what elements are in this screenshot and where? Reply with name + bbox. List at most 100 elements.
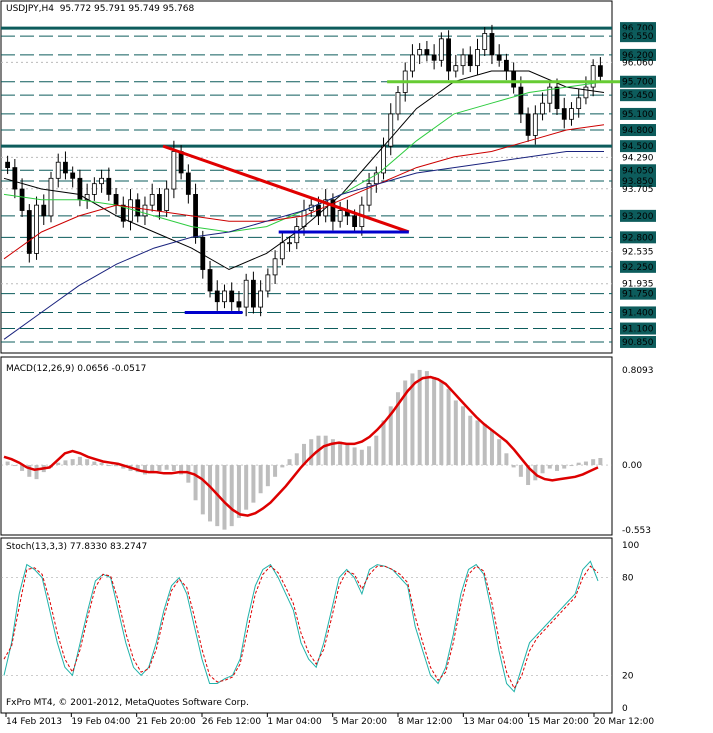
candle-body bbox=[185, 172, 191, 195]
macd-histogram-bar bbox=[388, 406, 393, 466]
macd-histogram-bar bbox=[222, 465, 227, 530]
macd-histogram-bar bbox=[309, 439, 314, 466]
candle-body bbox=[554, 86, 560, 109]
x-axis-label: 21 Feb 20:00 bbox=[137, 717, 196, 727]
macd-histogram-bar bbox=[497, 439, 502, 466]
macd-histogram-bar bbox=[475, 420, 480, 466]
macd-histogram-bar bbox=[157, 465, 162, 471]
macd-histogram-bar bbox=[121, 465, 126, 469]
candle-body bbox=[482, 33, 488, 50]
candle-body bbox=[99, 177, 104, 185]
price-level-badge bbox=[620, 335, 656, 348]
price-level-badge bbox=[620, 306, 656, 319]
macd-histogram-bar bbox=[540, 465, 545, 474]
price-tick-label: 96.060 bbox=[622, 58, 654, 68]
candle-body bbox=[330, 199, 336, 222]
macd-histogram-bar bbox=[12, 465, 17, 467]
candle-body bbox=[547, 86, 553, 104]
macd-histogram-bar bbox=[208, 465, 213, 522]
candle-body bbox=[26, 210, 32, 254]
candle-body bbox=[164, 188, 170, 211]
macd-histogram-bar bbox=[359, 449, 364, 466]
macd-histogram-bar bbox=[410, 373, 415, 466]
macd-histogram-bar bbox=[468, 415, 473, 466]
stoch-tick-label: 80 bbox=[622, 574, 634, 584]
candle-body bbox=[272, 258, 278, 276]
macd-histogram-bar bbox=[583, 461, 588, 466]
macd-histogram-bar bbox=[114, 465, 119, 467]
macd-histogram-bar bbox=[142, 465, 147, 475]
macd-tick-label: 0.00 bbox=[622, 461, 642, 471]
price-tick-label: 92.535 bbox=[622, 248, 654, 258]
candle-body bbox=[337, 210, 343, 222]
macd-histogram-bar bbox=[562, 465, 567, 469]
candle-body bbox=[243, 279, 249, 308]
price-tick-label: 92.250 bbox=[622, 263, 654, 273]
x-axis-label: 14 Feb 2013 bbox=[6, 717, 62, 727]
candle-body bbox=[525, 113, 531, 136]
macd-histogram-bar bbox=[598, 458, 603, 466]
price-tick-label: 94.800 bbox=[622, 126, 654, 136]
x-axis-label: 19 Feb 04:00 bbox=[71, 717, 130, 727]
candle-body bbox=[149, 194, 155, 206]
candle-body bbox=[446, 38, 451, 72]
macd-panel bbox=[1, 369, 612, 530]
candle-body bbox=[157, 194, 162, 211]
candle-body bbox=[34, 204, 39, 254]
candle-body bbox=[561, 108, 567, 120]
macd-histogram-bar bbox=[576, 462, 581, 466]
price-tick-label: 94.500 bbox=[622, 142, 654, 152]
macd-histogram-bar bbox=[63, 460, 68, 466]
price-level-badge bbox=[620, 322, 656, 335]
candle-body bbox=[142, 204, 148, 217]
macd-histogram-bar bbox=[374, 435, 379, 466]
candle-body bbox=[467, 54, 473, 67]
candle-body bbox=[12, 167, 18, 190]
price-level-badge bbox=[620, 89, 656, 102]
macd-title: MACD(12,26,9) 0.0656 -0.0517 bbox=[6, 364, 147, 374]
macd-histogram-bar bbox=[77, 456, 82, 466]
candle-body bbox=[373, 172, 379, 185]
price-level-badge bbox=[620, 209, 656, 222]
macd-histogram-bar bbox=[591, 459, 596, 466]
candle-body bbox=[91, 183, 97, 195]
candle-body bbox=[55, 161, 61, 179]
macd-histogram-bar bbox=[70, 459, 75, 466]
macd-histogram-bar bbox=[150, 465, 155, 473]
macd-histogram-bar bbox=[236, 465, 241, 518]
candle-body bbox=[120, 204, 126, 222]
macd-histogram-bar bbox=[280, 465, 285, 468]
candle-body bbox=[63, 161, 68, 174]
macd-histogram-bar bbox=[504, 453, 509, 466]
price-tick-label: 96.700 bbox=[622, 24, 654, 34]
candle-body bbox=[128, 199, 133, 222]
symbol-title: USDJPY,H4 95.772 95.791 95.749 95.768 bbox=[6, 4, 194, 14]
candle-body bbox=[352, 215, 358, 228]
price-tick-label: 93.200 bbox=[622, 212, 654, 222]
price-panel bbox=[1, 24, 641, 343]
candle-body bbox=[475, 49, 480, 67]
candle-body bbox=[540, 102, 545, 115]
candle-body bbox=[590, 65, 596, 88]
price-tick-label: 91.400 bbox=[622, 308, 654, 318]
candle-body bbox=[431, 54, 437, 61]
macd-histogram-bar bbox=[135, 465, 140, 473]
candle-body bbox=[19, 188, 25, 211]
macd-histogram-bar bbox=[489, 429, 494, 466]
candle-body bbox=[5, 161, 11, 168]
x-axis-label: 1 Mar 04:00 bbox=[267, 717, 322, 727]
macd-histogram-bar bbox=[569, 465, 574, 467]
candle-body bbox=[460, 54, 466, 67]
macd-tick-label: -0.553 bbox=[622, 526, 651, 536]
symbol-label: USDJPY,H4 bbox=[6, 4, 54, 14]
macd-histogram-bar bbox=[446, 388, 451, 466]
candle-body bbox=[207, 269, 213, 292]
macd-histogram-bar bbox=[403, 380, 408, 466]
price-panel-frame bbox=[0, 0, 613, 354]
candle-body bbox=[511, 70, 517, 88]
price-level-badge bbox=[620, 260, 656, 273]
stoch-tick-label: 0 bbox=[622, 704, 628, 714]
macd-panel-frame bbox=[0, 356, 613, 536]
